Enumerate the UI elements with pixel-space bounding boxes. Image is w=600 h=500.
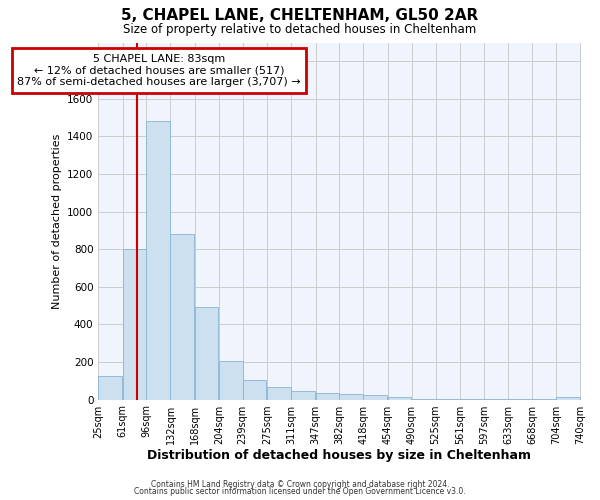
Bar (122, 249, 146, 400)
Bar (195, 308, 218, 400)
Text: Contains HM Land Registry data © Crown copyright and database right 2024.: Contains HM Land Registry data © Crown c… (151, 480, 449, 489)
Bar (316, 393, 339, 400)
Bar (219, 361, 242, 400)
Bar (291, 391, 315, 400)
Text: 5 CHAPEL LANE: 83sqm
← 12% of detached houses are smaller (517)
87% of semi-deta: 5 CHAPEL LANE: 83sqm ← 12% of detached h… (17, 54, 301, 87)
Bar (242, 380, 266, 400)
Bar (146, 122, 170, 400)
Bar (98, 376, 122, 400)
Text: 5, CHAPEL LANE, CHELTENHAM, GL50 2AR: 5, CHAPEL LANE, CHELTENHAM, GL50 2AR (121, 8, 479, 22)
Bar (556, 397, 580, 400)
Text: Contains public sector information licensed under the Open Government Licence v3: Contains public sector information licen… (134, 487, 466, 496)
Y-axis label: Number of detached properties: Number of detached properties (52, 134, 62, 308)
Bar (412, 399, 436, 400)
Bar (170, 234, 194, 400)
Bar (388, 397, 412, 400)
X-axis label: Distribution of detached houses by size in Cheltenham: Distribution of detached houses by size … (148, 450, 532, 462)
Bar (364, 395, 387, 400)
Bar (267, 388, 290, 400)
Bar (339, 394, 363, 400)
Text: Size of property relative to detached houses in Cheltenham: Size of property relative to detached ho… (124, 22, 476, 36)
